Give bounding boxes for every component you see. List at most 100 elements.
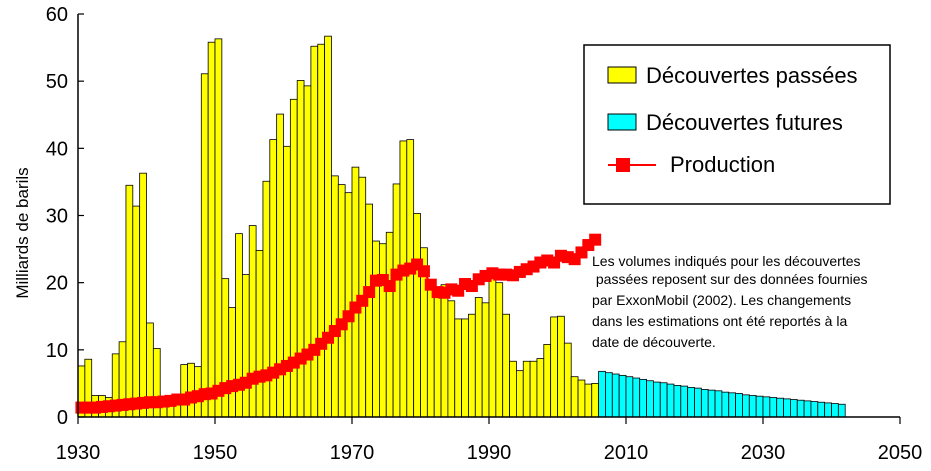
bar-past-1938 (132, 205, 141, 418)
bar-future-2040 (831, 403, 839, 418)
bar-past-1996 (529, 360, 538, 418)
bar-future-2041 (837, 403, 846, 418)
bar-future-2031 (769, 397, 778, 418)
bar-past-1945 (180, 364, 188, 418)
bar-past-1949 (207, 41, 216, 418)
bar-future-2034 (790, 399, 798, 418)
bar-past-1948 (200, 73, 209, 418)
y-tick-label-20: 20 (46, 273, 68, 295)
legend-swatch-past (607, 66, 637, 84)
production-point-1975 (383, 280, 396, 293)
bar-future-2039 (824, 402, 832, 418)
bar-past-2004 (584, 383, 593, 418)
bar-future-2024 (721, 391, 730, 418)
bar-future-2007 (605, 372, 613, 418)
bar-past-1983 (440, 284, 449, 418)
bar-future-2019 (687, 387, 695, 418)
bar-future-2035 (796, 399, 805, 418)
note-line-3: par ExxonMobil (2002). Les changements (592, 292, 851, 308)
bar-past-1950 (214, 38, 223, 418)
bar-future-2011 (632, 377, 641, 418)
y-tick-label-50: 50 (46, 71, 68, 93)
bar-past-1946 (187, 362, 195, 418)
x-tick-label-1930: 1930 (56, 442, 101, 464)
bar-future-2036 (803, 400, 812, 418)
bar-past-2005 (591, 383, 599, 418)
bar-future-2026 (735, 393, 743, 418)
bar-past-1973 (372, 240, 380, 418)
bar-past-1937 (125, 184, 134, 418)
bar-past-1939 (139, 172, 147, 418)
bar-future-2008 (611, 373, 620, 418)
bar-past-1998 (543, 344, 552, 418)
bar-past-1985 (454, 318, 462, 418)
x-tick-label-2050: 2050 (878, 442, 923, 464)
bar-future-2016 (666, 383, 675, 418)
bar-past-1960 (283, 145, 291, 418)
y-tick-label-40: 40 (46, 138, 68, 160)
production-point-2001 (561, 251, 574, 264)
bar-past-1992 (502, 313, 510, 418)
bar-future-2032 (776, 397, 784, 418)
bar-past-1984 (447, 300, 456, 418)
legend-label-past: Découvertes passées (646, 63, 858, 88)
bar-past-1989 (481, 302, 490, 418)
bar-past-1993 (509, 360, 517, 418)
bar-future-2033 (783, 398, 791, 418)
legend-swatch-future (607, 113, 637, 131)
legend-label-production: Production (670, 152, 775, 177)
bar-past-1954 (241, 274, 250, 418)
bar-future-2037 (810, 401, 819, 418)
bar-past-1997 (536, 358, 545, 418)
bar-past-1963 (303, 85, 312, 418)
production-point-2005 (589, 233, 602, 246)
note-line-4: dans les estimations ont été reportés à … (592, 313, 847, 329)
bar-future-2006 (598, 370, 606, 418)
bar-past-1991 (495, 282, 504, 418)
y-tick-label-30: 30 (46, 206, 68, 228)
x-tick-label-1970: 1970 (330, 442, 375, 464)
bar-future-2012 (639, 378, 647, 418)
production-point-1993 (506, 269, 519, 282)
bar-past-1972 (365, 203, 373, 418)
bar-future-2028 (748, 395, 757, 418)
bar-past-2003 (577, 379, 586, 418)
legend-swatch-production-marker (616, 158, 630, 172)
production-point-1936 (116, 398, 129, 411)
bar-past-1974 (378, 243, 387, 418)
y-axis-title: Milliards de barils (13, 167, 32, 298)
production-point-1998 (541, 254, 554, 267)
legend: Découvertes passées Découvertes futures … (583, 44, 891, 205)
production-point-1955 (246, 372, 259, 385)
bar-future-2013 (646, 380, 654, 418)
bar-past-1956 (255, 250, 264, 418)
x-tick-label-1950: 1950 (193, 442, 238, 464)
bar-future-2014 (653, 381, 661, 418)
legend-label-future: Découvertes futures (646, 110, 843, 135)
bar-future-2009 (618, 374, 627, 418)
bar-past-1999 (550, 316, 558, 418)
bar-future-2021 (700, 389, 709, 418)
x-tick-label-2030: 2030 (741, 442, 786, 464)
future-discoveries-bars (598, 370, 846, 418)
bar-past-1988 (474, 297, 483, 418)
bar-future-2038 (817, 401, 826, 418)
x-tick-label-2010: 2010 (604, 442, 649, 464)
bar-future-2022 (707, 389, 716, 418)
bar-past-1994 (516, 370, 524, 418)
bar-past-1990 (488, 276, 497, 418)
bar-past-2000 (557, 315, 565, 418)
bar-future-2025 (728, 392, 736, 418)
bar-past-2001 (563, 342, 572, 418)
x-tick-label-1990: 1990 (467, 442, 512, 464)
bar-future-2018 (680, 385, 689, 418)
note-line-5: date de découverte. (592, 334, 716, 350)
x-axis-ticks: 1930 1950 1970 1990 2010 2030 2050 (56, 417, 923, 464)
bar-past-1952 (228, 307, 236, 418)
bar-future-2010 (625, 376, 634, 418)
data-source-note: Les volumes indiqués pour les découverte… (592, 253, 868, 350)
note-line-2: passées reposent sur des données fournie… (592, 271, 868, 287)
bar-past-1995 (522, 360, 531, 418)
bar-past-1976 (392, 183, 401, 418)
